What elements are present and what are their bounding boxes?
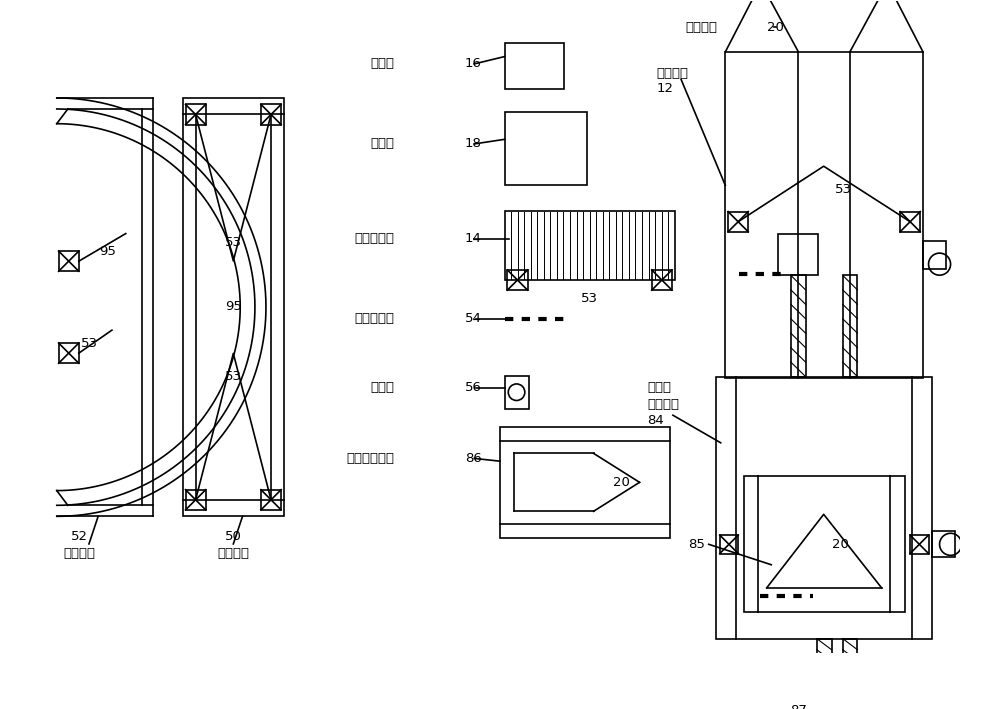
Bar [843,639,857,694]
Bar [843,275,857,376]
Bar [652,270,672,290]
Text: 喂料器模块: 喂料器模块 [354,232,394,245]
Text: 分配头: 分配头 [370,57,394,70]
Bar [720,535,738,554]
Bar [505,43,564,89]
Text: 组装模块: 组装模块 [656,67,688,79]
Text: 20: 20 [832,538,849,551]
Text: 18: 18 [465,138,482,150]
Bar [817,639,832,694]
Text: 84: 84 [647,414,664,428]
Bar [500,427,670,537]
Bar [261,490,281,510]
Bar [728,211,748,232]
Bar [900,211,920,232]
Bar [505,112,587,185]
Text: 产品轨道: 产品轨道 [685,21,717,33]
Bar [59,343,79,363]
Bar [505,211,675,280]
Bar [186,104,206,125]
Text: 53: 53 [225,370,242,383]
Text: 组装模块: 组装模块 [647,398,679,411]
Text: 56: 56 [465,381,482,394]
Bar [923,241,946,269]
Bar [261,104,281,125]
Bar [716,376,932,639]
Bar [507,270,528,290]
Text: 摄像头: 摄像头 [370,381,394,394]
Text: 半成品: 半成品 [370,138,394,150]
Text: 53: 53 [225,236,242,249]
Text: 中轨模块: 中轨模块 [217,547,249,559]
Text: 50: 50 [225,530,242,543]
Text: 20: 20 [767,21,784,33]
Text: 86: 86 [465,452,482,465]
Bar [59,251,79,272]
Text: 95: 95 [99,245,116,259]
Text: 95: 95 [225,300,242,313]
Text: 20: 20 [613,476,630,489]
Text: 53: 53 [581,292,598,305]
Bar [186,490,206,510]
Bar [505,376,529,409]
Text: 16: 16 [465,57,482,70]
Bar [183,98,284,516]
Text: 板材处理系统: 板材处理系统 [346,452,394,465]
Text: 53: 53 [835,183,852,196]
Text: 54: 54 [465,312,482,325]
Text: 85: 85 [688,538,705,551]
Text: 12: 12 [656,82,673,95]
Text: 14: 14 [465,232,482,245]
Text: 87: 87 [790,704,807,709]
Bar [910,535,929,554]
Text: 工具更换器: 工具更换器 [354,312,394,325]
Bar [932,532,955,557]
Bar [778,234,818,275]
Text: 53: 53 [80,337,97,350]
Text: 52: 52 [71,530,88,543]
Bar [791,275,806,376]
Text: 端轨模块: 端轨模块 [64,547,96,559]
Bar [744,476,905,613]
Bar [725,52,923,379]
Text: 高精度: 高精度 [647,381,671,394]
